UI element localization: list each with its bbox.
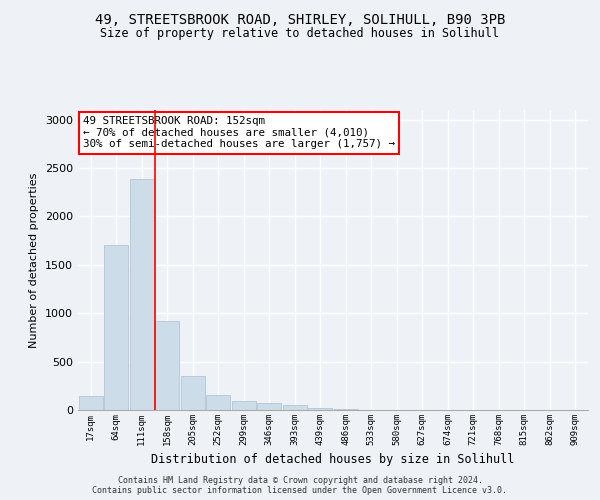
Bar [79, 396, 103, 410]
Bar [308, 408, 332, 410]
Bar [283, 405, 307, 410]
Bar [334, 408, 358, 410]
Text: 49, STREETSBROOK ROAD, SHIRLEY, SOLIHULL, B90 3PB: 49, STREETSBROOK ROAD, SHIRLEY, SOLIHULL… [95, 12, 505, 26]
Bar [104, 246, 128, 410]
Bar [232, 402, 256, 410]
Text: 49 STREETSBROOK ROAD: 152sqm
← 70% of detached houses are smaller (4,010)
30% of: 49 STREETSBROOK ROAD: 152sqm ← 70% of de… [83, 116, 395, 149]
Text: Contains HM Land Registry data © Crown copyright and database right 2024.
Contai: Contains HM Land Registry data © Crown c… [92, 476, 508, 495]
Bar [257, 402, 281, 410]
Bar [206, 394, 230, 410]
Text: Size of property relative to detached houses in Solihull: Size of property relative to detached ho… [101, 28, 499, 40]
Bar [155, 321, 179, 410]
Y-axis label: Number of detached properties: Number of detached properties [29, 172, 40, 348]
Bar [130, 178, 154, 410]
Bar [181, 376, 205, 410]
Text: Distribution of detached houses by size in Solihull: Distribution of detached houses by size … [151, 452, 515, 466]
